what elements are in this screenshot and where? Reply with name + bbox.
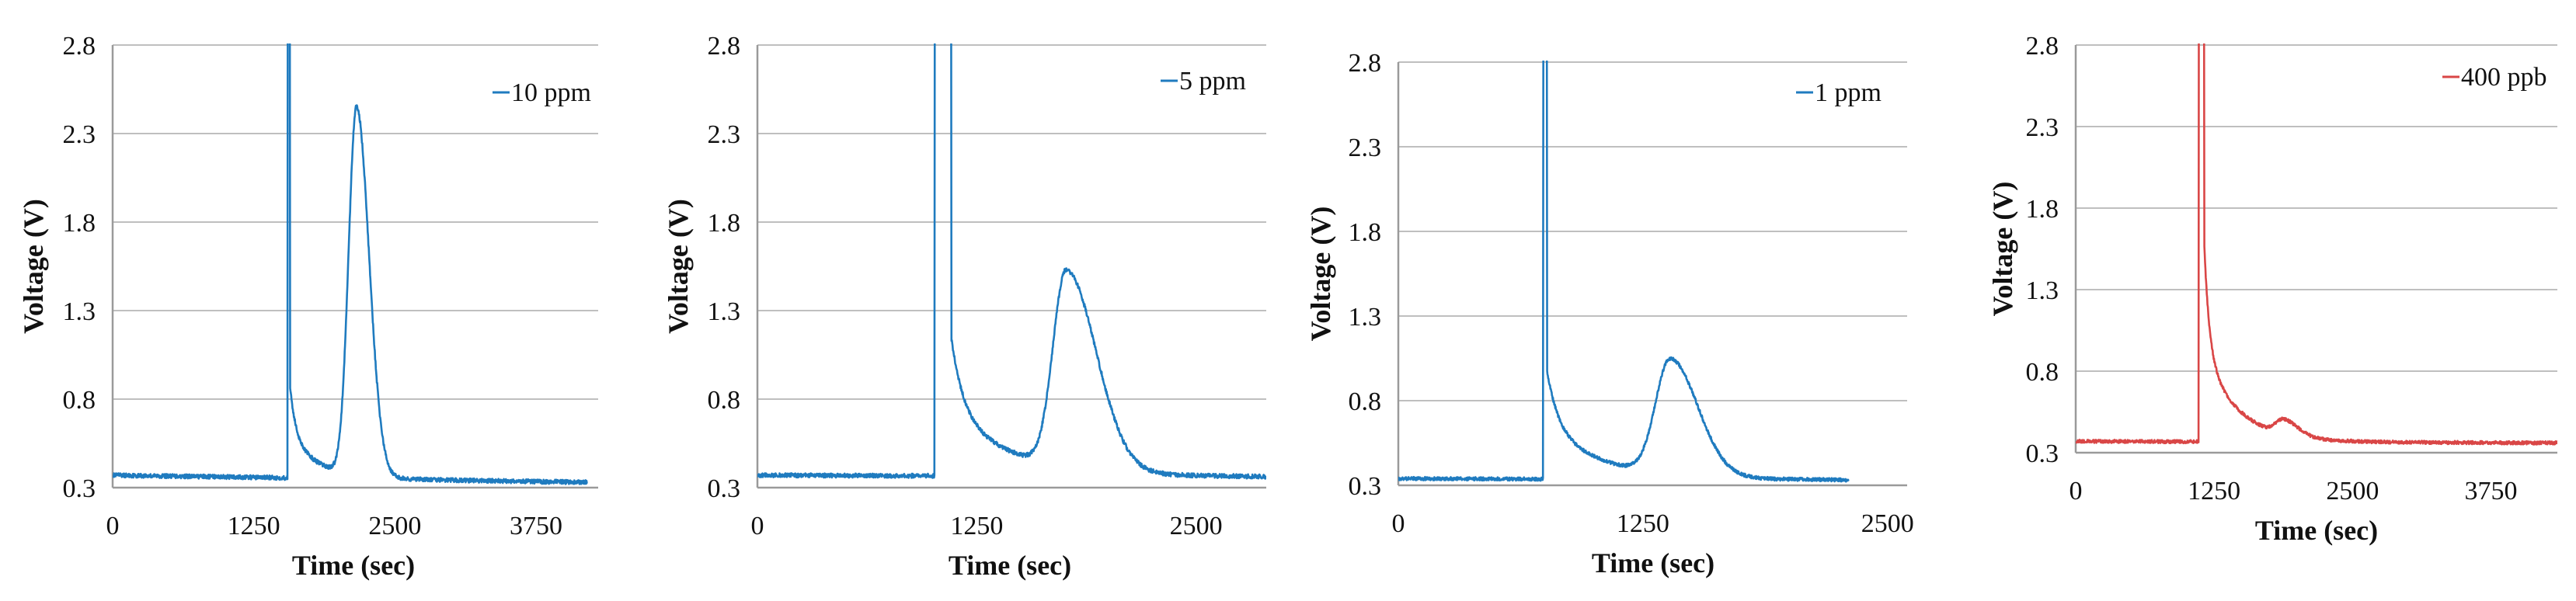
y-tick-label: 1.8 xyxy=(63,209,96,238)
y-tick-label: 0.8 xyxy=(63,386,96,415)
y-tick-label: 2.8 xyxy=(63,32,96,61)
y-tick-label: 1.3 xyxy=(708,297,741,326)
y-tick-label: 2.8 xyxy=(2026,32,2059,61)
x-tick-label: 1250 xyxy=(2188,477,2240,505)
legend-label: 5 ppm xyxy=(1179,67,1246,96)
x-axis-title: Time (sec) xyxy=(2255,515,2378,546)
y-tick-label: 2.3 xyxy=(708,120,741,149)
x-tick-label: 3750 xyxy=(2464,477,2517,505)
y-tick-label: 2.8 xyxy=(1349,49,1382,78)
y-tick-label: 0.8 xyxy=(2026,358,2059,387)
y-tick-label: 0.3 xyxy=(2026,439,2059,468)
x-tick-label: 0 xyxy=(751,512,764,540)
x-tick-label: 2500 xyxy=(1861,509,1914,538)
x-tick-label: 1250 xyxy=(1617,509,1669,538)
chart-panel-400ppb: 0.3 0.8 1.3 1.8 2.3 2.8 0 1250 2500 3750 Time (sec… xyxy=(1987,32,2557,546)
x-tick-label: 0 xyxy=(106,512,120,540)
y-axis-title: Voltage (V) xyxy=(18,199,49,334)
x-tick-label: 2500 xyxy=(368,512,421,540)
x-tick-label: 2500 xyxy=(1170,512,1223,540)
y-tick-label: 1.8 xyxy=(708,209,741,238)
chart-panel-1ppm: 0.3 0.8 1.3 1.8 2.3 2.8 0 1250 2500 Time (sec) Vol… xyxy=(1305,49,1914,578)
chart-panel-10ppm: 0.3 0.8 1.3 1.8 2.3 2.8 0 1250 2500 3750 Time (sec… xyxy=(18,32,598,581)
y-tick-label: 0.3 xyxy=(63,474,96,503)
series-line xyxy=(757,43,1266,480)
y-tick-label: 2.3 xyxy=(63,120,96,149)
x-tick-label: 0 xyxy=(2070,477,2083,505)
chart-panel-5ppm: 0.3 0.8 1.3 1.8 2.3 2.8 0 1250 2500 Time (sec) Vol… xyxy=(663,32,1266,581)
y-tick-label: 1.8 xyxy=(1349,218,1382,247)
legend-label: 10 ppm xyxy=(511,78,591,107)
x-tick-label: 1250 xyxy=(950,512,1003,540)
x-tick-label: 3750 xyxy=(510,512,562,540)
x-axis-title: Time (sec) xyxy=(1592,547,1714,578)
y-tick-label: 2.3 xyxy=(1349,134,1382,162)
legend-label: 1 ppm xyxy=(1815,78,1882,107)
y-axis-title: Voltage (V) xyxy=(663,199,694,334)
x-tick-label: 2500 xyxy=(2326,477,2379,505)
x-tick-label: 0 xyxy=(1392,509,1405,538)
y-tick-label: 2.8 xyxy=(708,32,741,61)
y-tick-label: 0.8 xyxy=(1349,387,1382,416)
y-tick-label: 0.8 xyxy=(708,386,741,415)
y-axis-title: Voltage (V) xyxy=(1987,182,2018,317)
series-line xyxy=(1398,61,1850,483)
y-tick-label: 1.3 xyxy=(63,297,96,326)
y-tick-label: 0.3 xyxy=(708,474,741,503)
x-axis-title: Time (sec) xyxy=(292,550,415,581)
y-tick-label: 1.3 xyxy=(2026,276,2059,305)
y-axis-title: Voltage (V) xyxy=(1305,207,1336,342)
y-tick-label: 1.3 xyxy=(1349,303,1382,332)
y-tick-label: 0.3 xyxy=(1349,472,1382,501)
y-tick-label: 2.3 xyxy=(2026,113,2059,142)
series-line xyxy=(2076,43,2557,446)
series-line xyxy=(113,43,588,485)
legend-label: 400 ppb xyxy=(2461,63,2547,92)
x-tick-label: 1250 xyxy=(228,512,280,540)
x-axis-title: Time (sec) xyxy=(949,550,1071,581)
y-tick-label: 1.8 xyxy=(2026,195,2059,224)
